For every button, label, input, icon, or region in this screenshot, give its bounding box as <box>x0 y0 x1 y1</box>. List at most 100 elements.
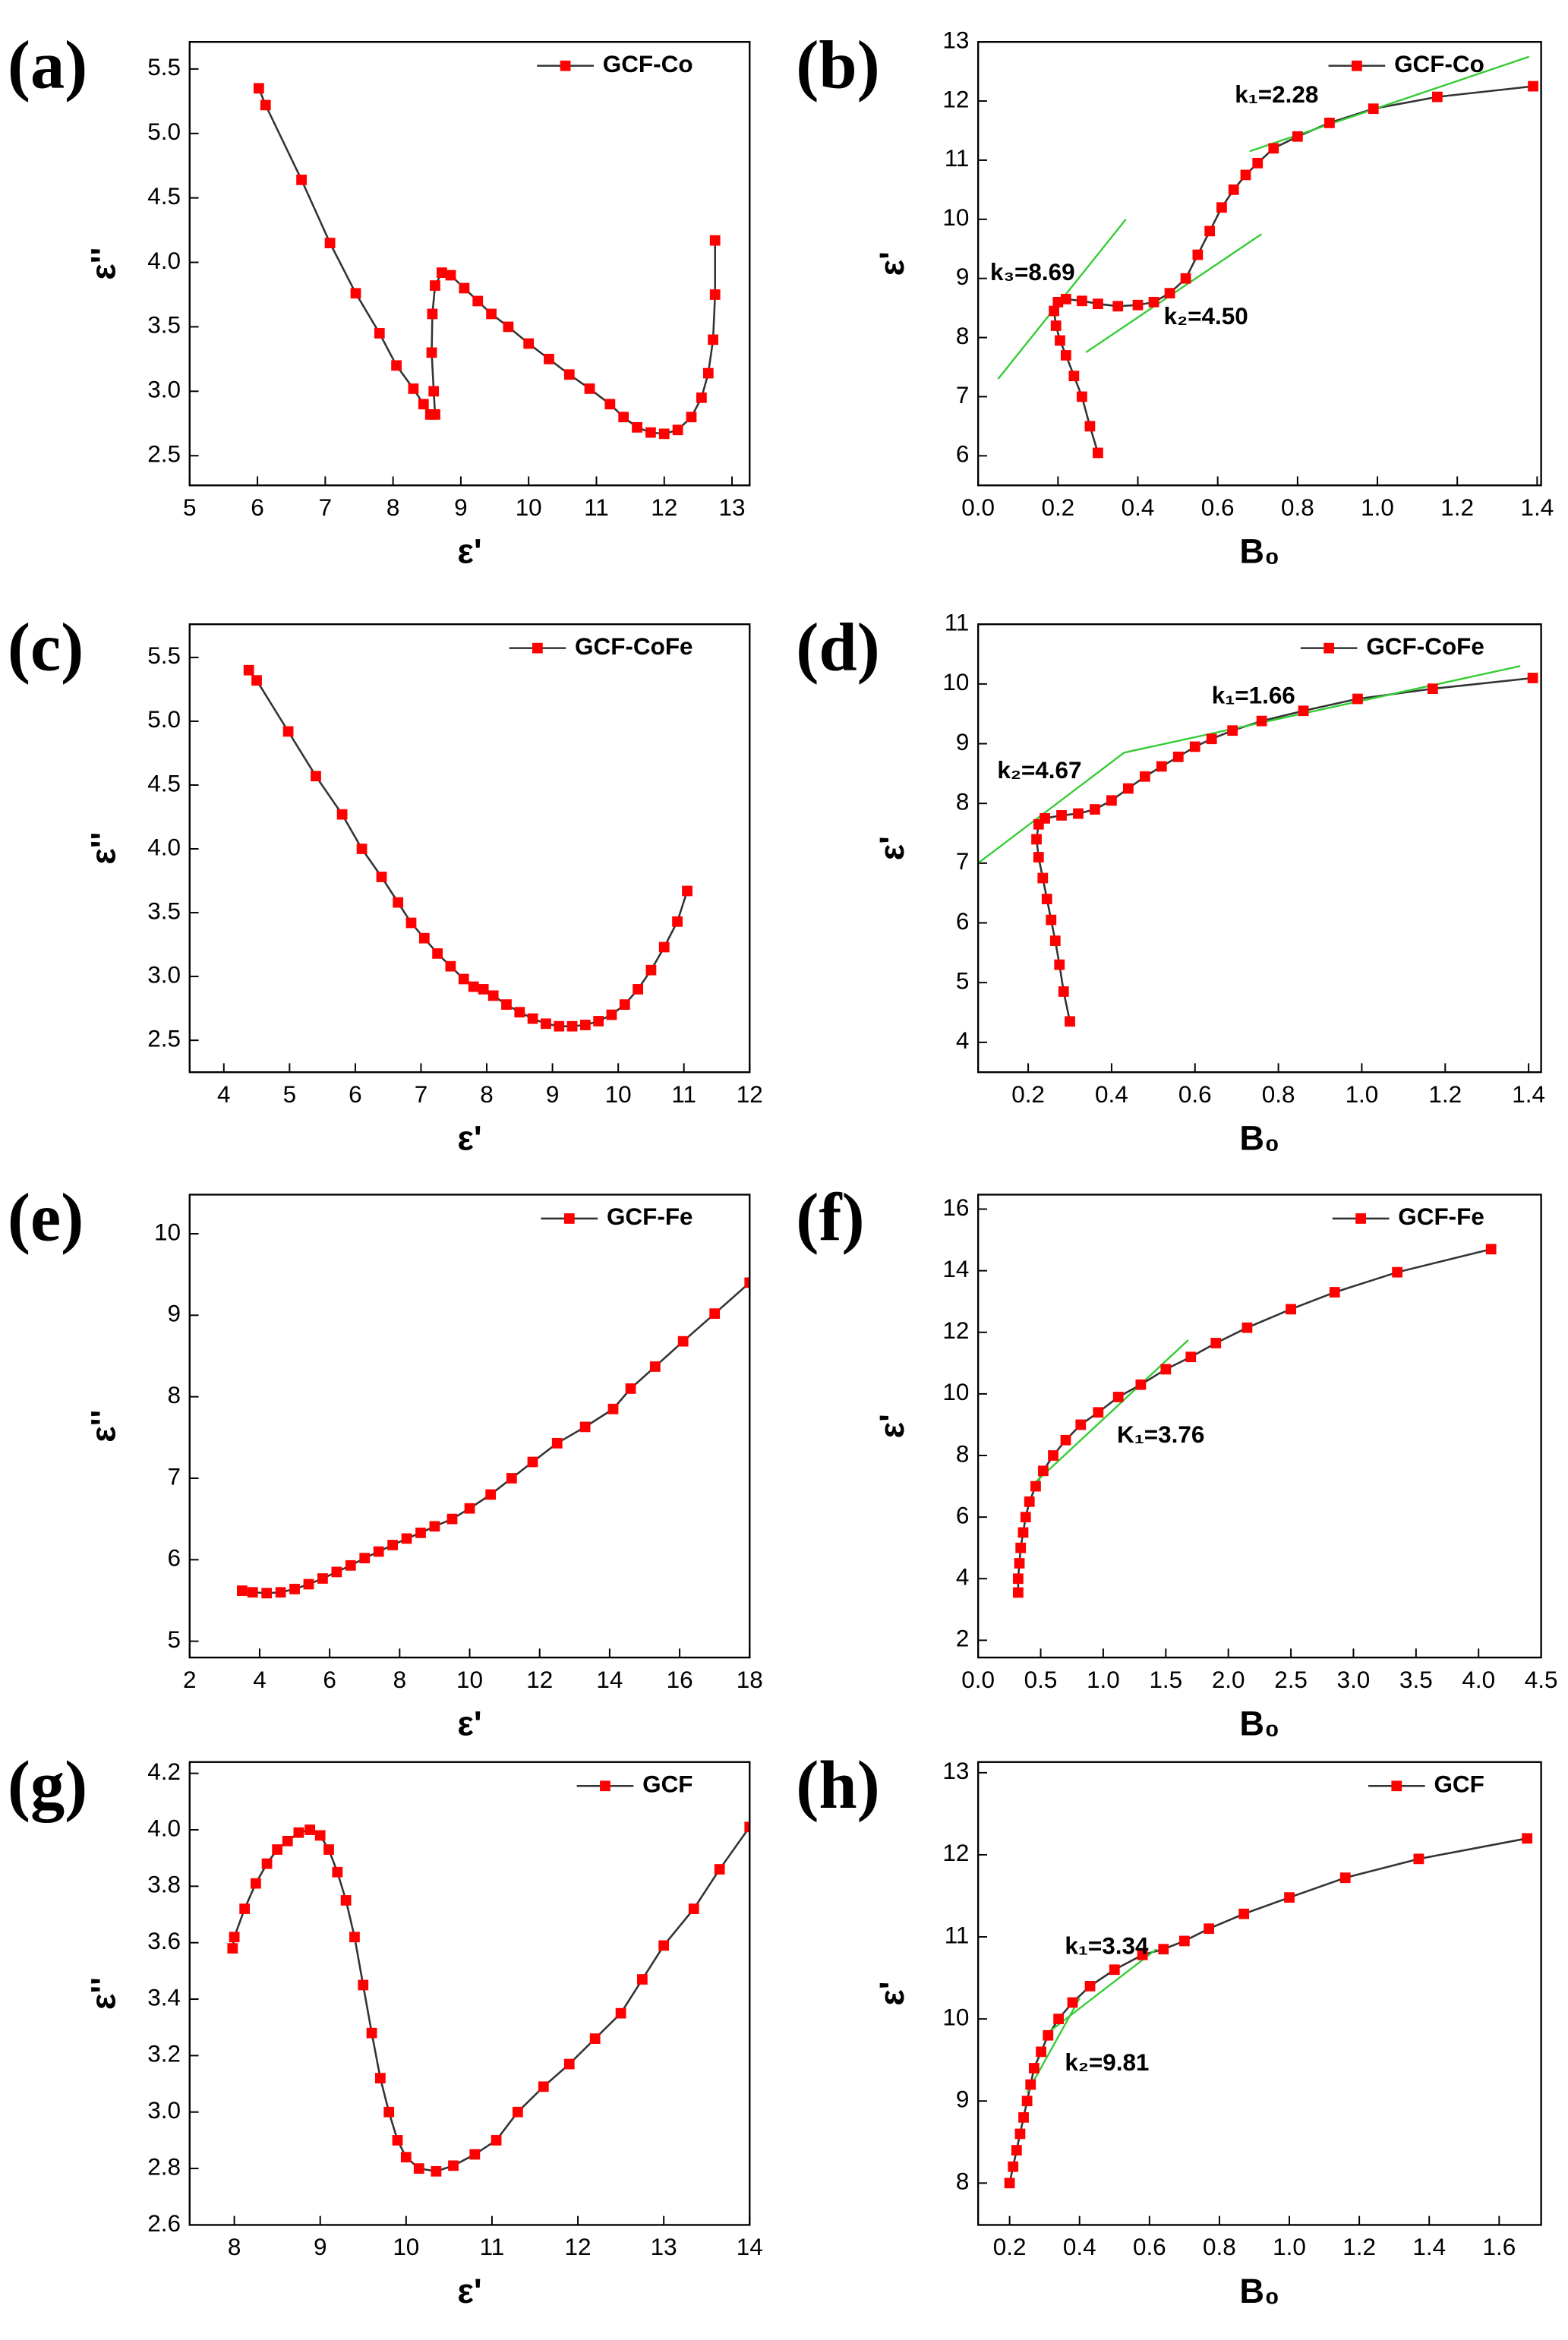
data-point <box>359 1553 371 1564</box>
axes-frame <box>976 1194 1542 1659</box>
y-tick-label: 10 <box>942 1379 969 1405</box>
annotation: k₃=8.69 <box>990 259 1075 285</box>
x-tick-label: 10 <box>393 2234 419 2260</box>
data-point <box>1068 371 1080 382</box>
data-point <box>618 412 629 423</box>
x-tick-label: 1.0 <box>1087 1667 1120 1693</box>
data-line <box>241 1282 750 1594</box>
data-point <box>426 347 437 358</box>
x-tick-label: 0.0 <box>961 1667 995 1693</box>
data-point <box>1055 335 1065 346</box>
data-point <box>606 1009 617 1020</box>
legend-marker <box>1355 1213 1367 1224</box>
x-tick-label: 0.6 <box>1133 2234 1166 2260</box>
x-tick-label: 6 <box>251 494 264 521</box>
x-tick-label: 0.2 <box>1011 1081 1045 1108</box>
data-point <box>714 1864 725 1875</box>
data-point <box>239 1903 251 1914</box>
x-tick-label: 4.5 <box>1525 1667 1558 1693</box>
data-line <box>1017 1248 1492 1593</box>
y-tick-label: 4 <box>956 1027 970 1054</box>
tangent-line <box>978 752 1125 864</box>
x-tick-label: 7 <box>415 1081 428 1108</box>
x-tick-label: 1.4 <box>1512 1081 1545 1108</box>
y-tick-label: 5.5 <box>147 642 181 669</box>
panel-label: (g) <box>8 1746 87 1823</box>
data-point <box>1156 761 1167 772</box>
y-tick-label: 11 <box>945 609 970 635</box>
legend-marker <box>600 1780 610 1792</box>
data-point <box>1204 1923 1214 1935</box>
legend-label: GCF-Co <box>1394 51 1484 77</box>
data-point <box>261 1588 273 1599</box>
y-tick-label: 9 <box>167 1301 181 1327</box>
data-point <box>1148 296 1159 307</box>
y-tick-label: 4.2 <box>147 1758 181 1785</box>
y-tick-label: 9 <box>956 729 970 755</box>
data-point <box>1192 249 1204 260</box>
data-point <box>1241 1322 1253 1333</box>
data-point <box>324 238 336 248</box>
chart-panel: 4 5 6 7 8 9 10 11 12 2.5 3.0 3.5 4.0 4.5 5.0 5.5 ε' ε'' (c… <box>8 608 763 1157</box>
x-tick-label: 4 <box>217 1081 230 1108</box>
data-point <box>625 1383 636 1394</box>
data-point <box>1206 733 1217 745</box>
y-tick-label: 6 <box>167 1545 181 1572</box>
data-line <box>1035 676 1533 1022</box>
data-point <box>303 1578 314 1590</box>
y-tick-label: 4.0 <box>147 834 181 860</box>
data-point <box>1030 1481 1041 1492</box>
data-point <box>445 270 456 281</box>
x-tick-label: 0.0 <box>961 494 995 521</box>
data-point <box>1431 91 1443 102</box>
x-tick-label: 0.8 <box>1281 494 1314 521</box>
data-point <box>514 1007 525 1018</box>
data-point <box>1053 2014 1064 2025</box>
data-point <box>1158 1944 1169 1955</box>
data-point <box>523 338 535 349</box>
x-tick-label: 1.4 <box>1412 2234 1446 2260</box>
axes-frame <box>188 1761 751 2226</box>
data-point <box>1137 1949 1148 1960</box>
data-point <box>1017 1527 1029 1538</box>
data-point <box>593 1016 604 1027</box>
legend-marker <box>560 60 571 71</box>
y-axis-label: ε' <box>872 251 911 276</box>
data-point <box>1060 350 1071 361</box>
x-tick-label: 14 <box>596 1667 623 1693</box>
data-point <box>340 1895 352 1906</box>
data-point <box>1024 1496 1035 1507</box>
legend-label: GCF-CoFe <box>575 633 693 660</box>
y-tick-label: 5.5 <box>147 54 181 80</box>
data-point <box>393 897 404 908</box>
data-point <box>427 308 438 320</box>
data-point <box>448 2160 459 2171</box>
y-tick-label: 9 <box>956 2086 970 2113</box>
x-tick-label: 13 <box>719 494 746 521</box>
data-point <box>401 1533 412 1544</box>
panel-label: (f) <box>796 1179 864 1256</box>
y-tick-label: 5.0 <box>147 118 181 145</box>
data-point <box>527 1013 538 1024</box>
x-tick-label: 11 <box>671 1081 696 1108</box>
data-point <box>1013 1587 1024 1598</box>
x-tick-label: 1.0 <box>1346 1081 1379 1108</box>
data-point <box>1139 771 1150 782</box>
x-tick-label: 2.5 <box>1274 1667 1308 1693</box>
y-tick-label: 2 <box>956 1626 970 1652</box>
x-tick-label: 1.5 <box>1149 1667 1182 1693</box>
data-point <box>1015 1542 1027 1553</box>
panel-label: (a) <box>8 26 87 102</box>
data-point <box>1077 295 1087 307</box>
data-point <box>579 1020 591 1030</box>
data-point <box>1172 751 1184 762</box>
data-point <box>472 295 484 307</box>
y-tick-label: 3.2 <box>147 2041 181 2067</box>
plot-area: K₁=3.76 <box>1013 1244 1497 1598</box>
chart-panel: 8 9 10 11 12 13 14 2.6 2.8 3.0 3.2 3.4 3.6 3.8 4.0 4.2 ε… <box>8 1746 763 2310</box>
data-point <box>589 2033 601 2044</box>
data-point <box>1065 1016 1075 1027</box>
x-tick-label: 4.0 <box>1462 1667 1495 1693</box>
data-point <box>688 1903 699 1914</box>
legend-marker <box>1352 60 1362 71</box>
